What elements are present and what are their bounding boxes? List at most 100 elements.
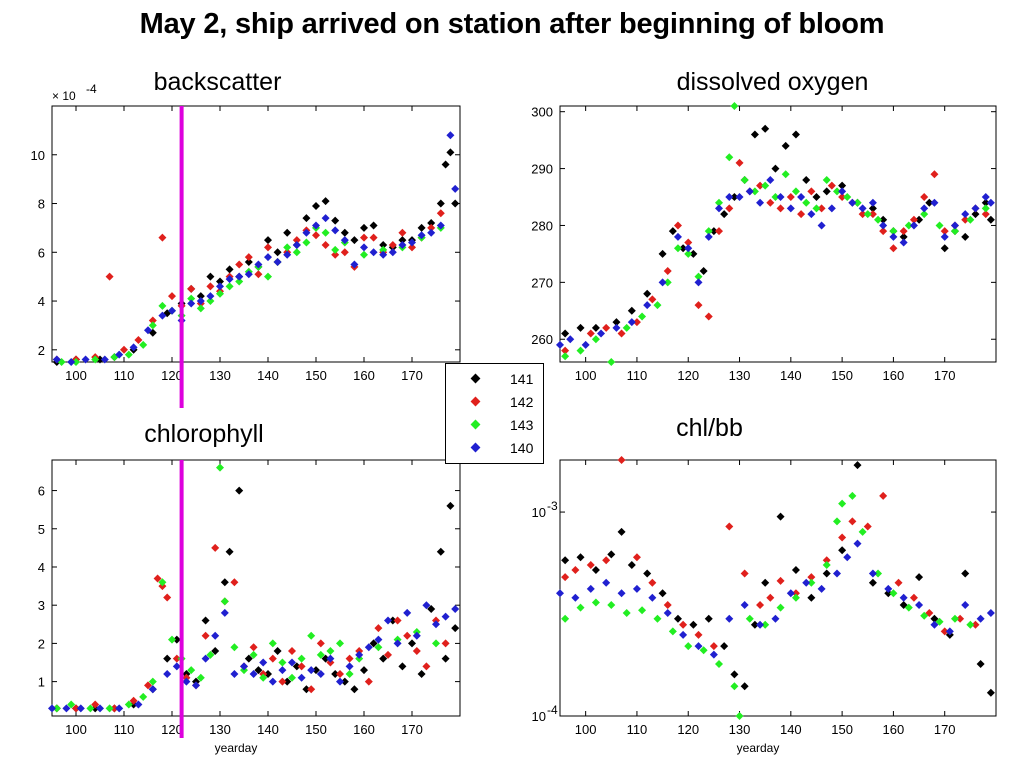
chlorophyll-point-141: [398, 662, 407, 671]
dissolved-oxygen-point-140: [597, 329, 606, 338]
backscatter-point-143: [187, 294, 196, 303]
backscatter-point-143: [196, 304, 205, 313]
backscatter-point-140: [417, 231, 426, 240]
chlorophyll-point-140: [336, 677, 344, 686]
backscatter-point-140: [446, 131, 455, 140]
chl-bb-point-142: [807, 573, 816, 582]
backscatter-ytick-label: 2: [38, 343, 45, 358]
chl-bb-point-140: [571, 593, 580, 602]
chlorophyll-point-141: [331, 669, 340, 678]
backscatter-point-142: [158, 233, 167, 242]
chl-bb-point-142: [894, 578, 903, 587]
chlorophyll-point-141: [172, 635, 181, 644]
chl-bb-point-142: [909, 593, 918, 602]
backscatter-point-140: [331, 226, 340, 235]
chl-bb-point-142: [791, 589, 800, 598]
dissolved-oxygen-point-143: [981, 204, 990, 213]
dissolved-oxygen-point-143: [950, 227, 959, 236]
chlorophyll-point-140: [172, 662, 181, 671]
backscatter-point-140: [398, 240, 407, 249]
chl-bb-point-143: [889, 589, 898, 598]
backscatter-point-140: [144, 326, 152, 335]
backscatter-point-141: [206, 272, 215, 281]
dissolved-oxygen-point-141: [961, 232, 970, 241]
backscatter-ytick-label: 6: [38, 245, 45, 260]
chl-bb-point-143: [858, 527, 867, 536]
chlorophyll-point-140: [364, 643, 373, 652]
backscatter-point-141: [451, 199, 460, 208]
backscatter-multiplier-label: × 10: [52, 89, 76, 103]
chlorophyll-point-143: [326, 647, 335, 656]
dissolved-oxygen-point-142: [889, 244, 898, 253]
chl-bb-point-140: [663, 608, 672, 617]
backscatter-point-143: [72, 358, 80, 366]
backscatter-point-142: [436, 209, 445, 218]
chl-bb-point-142: [694, 630, 703, 639]
chl-bb-point-142: [776, 576, 785, 585]
backscatter-point-142: [134, 336, 143, 345]
chlorophyll-point-143: [148, 677, 157, 686]
slide-title: May 2, ship arrived on station after beg…: [139, 8, 885, 40]
dissolved-oxygen-xtick-label: 110: [627, 368, 648, 383]
dissolved-oxygen-point-140: [756, 198, 765, 207]
chl-bb-point-140: [586, 584, 595, 593]
chl-bb-point-142: [956, 614, 965, 623]
chlorophyll-point-143: [206, 650, 215, 659]
chlorophyll-point-143: [278, 658, 287, 667]
chlorophyll-point-142: [129, 696, 138, 705]
dissolved-oxygen-point-142: [961, 215, 970, 224]
dissolved-oxygen-point-142: [858, 210, 867, 219]
chlorophyll-point-142: [403, 631, 412, 640]
dissolved-oxygen-point-140: [612, 323, 621, 332]
chl-bb-xtick-label: 110: [627, 722, 648, 737]
chl-bb-point-141: [791, 565, 800, 574]
chlorophyll-point-140: [297, 673, 306, 682]
chl-bb-point-141: [776, 512, 785, 521]
backscatter-point-140: [408, 238, 416, 247]
dissolved-oxygen-point-142: [807, 187, 816, 196]
chl-bb-point-141: [689, 620, 698, 629]
chlorophyll-point-141: [302, 685, 311, 694]
legend-label-142: 142: [510, 394, 534, 410]
legend: 141 142 143 140: [445, 363, 544, 464]
chl-bb-point-140: [817, 584, 826, 593]
chlorophyll-ytick-label: 4: [38, 560, 45, 575]
backscatter-point-141: [283, 228, 292, 237]
chl-bb-point-142: [940, 627, 949, 636]
backscatter-point-141: [225, 265, 234, 274]
backscatter-point-142: [340, 248, 349, 257]
dissolved-oxygen-point-141: [730, 193, 739, 202]
chlorophyll-point-140: [192, 681, 200, 690]
chl-bb-point-143: [935, 617, 944, 626]
chlorophyll-ytick-label: 2: [38, 636, 45, 651]
chl-bb-point-141: [607, 550, 616, 559]
chlorophyll-point-143: [307, 631, 316, 640]
legend-label-143: 143: [510, 417, 534, 433]
chlorophyll-point-140: [211, 631, 220, 640]
chl-bb-point-141: [704, 614, 713, 623]
dissolved-oxygen-point-140: [776, 193, 785, 202]
chlorophyll-point-140: [355, 650, 364, 659]
chl-bb-point-143: [638, 606, 647, 615]
chl-bb-point-141: [720, 642, 729, 651]
dissolved-oxygen-point-143: [638, 312, 647, 321]
backscatter-point-140: [436, 221, 445, 230]
chlorophyll-point-141: [273, 647, 282, 656]
chlorophyll-point-140: [62, 704, 71, 713]
chlorophyll-point-141: [408, 639, 416, 648]
chlorophyll-point-142: [412, 647, 421, 656]
backscatter-xtick-label: 150: [305, 368, 327, 383]
chlorophyll-point-143: [316, 650, 325, 659]
chlorophyll-point-140: [148, 685, 157, 694]
dissolved-oxygen-point-143: [853, 198, 862, 207]
dissolved-oxygen-point-143: [935, 221, 944, 230]
dissolved-oxygen-point-141: [802, 175, 811, 184]
chlorophyll-point-142: [422, 662, 431, 671]
backscatter-point-141: [427, 219, 436, 228]
dissolved-oxygen-point-143: [802, 198, 811, 207]
dissolved-oxygen-point-142: [756, 181, 765, 190]
chlorophyll-xtick-label: 120: [161, 722, 183, 737]
dissolved-oxygen-ytick-label: 290: [531, 162, 553, 177]
chl-bb-point-142: [663, 601, 672, 610]
